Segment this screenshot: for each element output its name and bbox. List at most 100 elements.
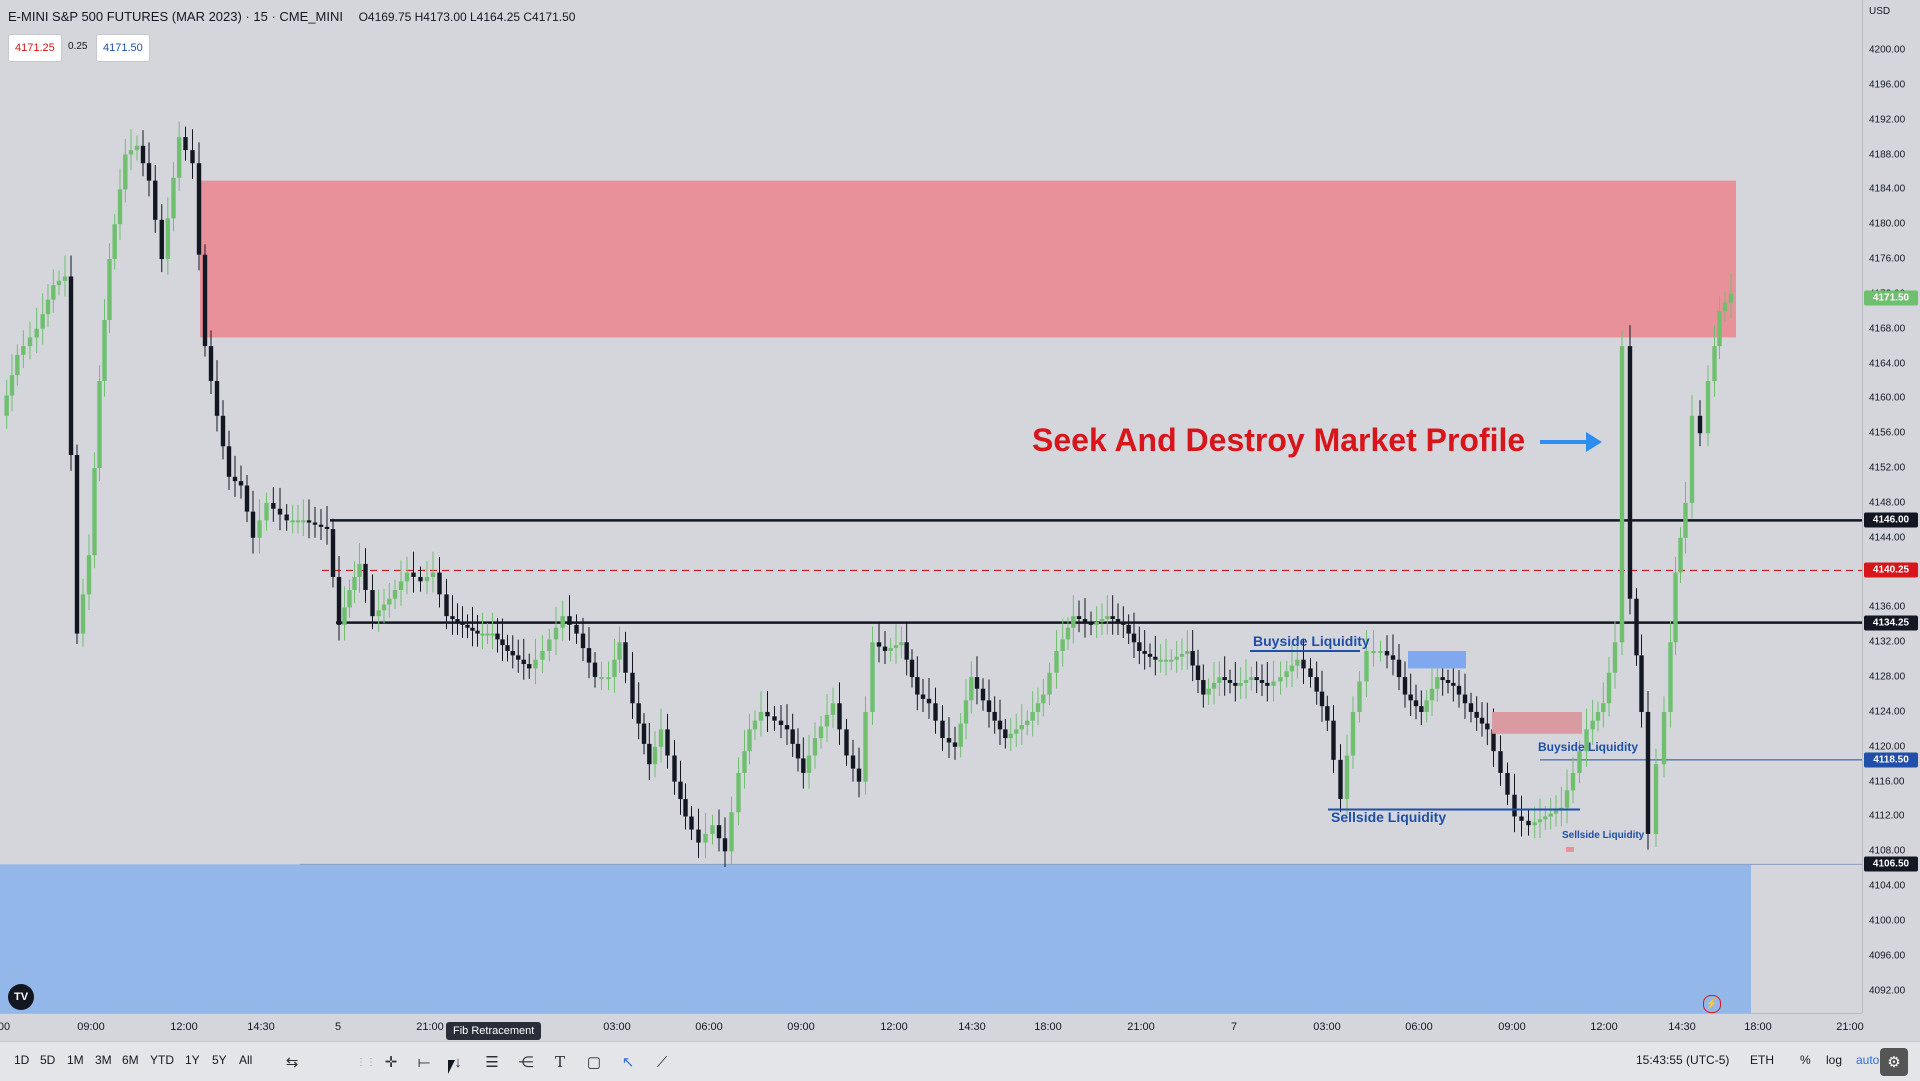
candle-body: [703, 833, 708, 843]
crosshair-icon[interactable]: ✛: [384, 1054, 398, 1071]
cursor-icon[interactable]: ↖: [621, 1054, 635, 1071]
candle-body: [485, 633, 490, 636]
range-button-5d[interactable]: 5D: [40, 1053, 56, 1067]
pitchfork-icon[interactable]: ⋲: [518, 1054, 534, 1071]
candle-body: [324, 526, 330, 530]
chart-canvas[interactable]: [0, 0, 1862, 1013]
candle-body: [56, 280, 62, 286]
candle-body: [238, 481, 244, 486]
candle-body: [963, 700, 969, 724]
time-tick: 14:30: [247, 1021, 275, 1033]
price-axis[interactable]: USD 4200.00 4196.00 4192.00 4188.00 4184.00 4…: [1862, 0, 1920, 1013]
candle-body: [208, 346, 214, 381]
range-button-1m[interactable]: 1M: [67, 1053, 84, 1067]
range-button-6m[interactable]: 6M: [122, 1053, 139, 1067]
candle-body: [710, 825, 715, 834]
candle-body: [580, 633, 586, 649]
candle-body: [1185, 650, 1190, 654]
range-button-1y[interactable]: 1Y: [185, 1053, 200, 1067]
trendline-icon[interactable]: ⟋: [656, 1053, 668, 1071]
candle-body: [899, 642, 904, 646]
candle-body: [381, 604, 387, 611]
candle-body: [980, 688, 986, 701]
candle-body: [795, 743, 801, 759]
range-button-5y[interactable]: 5Y: [212, 1053, 227, 1067]
candle-body: [1099, 619, 1105, 622]
lightning-icon[interactable]: ⚡: [1703, 995, 1721, 1013]
bid-price-button[interactable]: 4171.25: [8, 34, 62, 62]
fib-retracement-icon[interactable]: ☰: [485, 1054, 499, 1071]
range-button-3m[interactable]: 3M: [95, 1053, 112, 1067]
candle-body: [630, 672, 635, 704]
candle-body: [404, 572, 410, 582]
currency-label[interactable]: USD: [1869, 6, 1891, 17]
price-tick: 4184.00: [1869, 183, 1906, 195]
range-button-all[interactable]: All: [239, 1053, 253, 1067]
supply-zone[interactable]: [200, 180, 1736, 338]
small-supply-zone[interactable]: [1492, 711, 1582, 734]
arrow-icon[interactable]: ↓: [454, 1053, 462, 1071]
candle-body: [606, 677, 611, 680]
time-axis[interactable]: 00 09:00 12:00 14:30 5 21:00 03:00 06:00 09:00 12…: [0, 1013, 1864, 1042]
price-label[interactable]: 4146.00: [1864, 512, 1918, 528]
candle-body: [153, 180, 158, 220]
candle-body: [1689, 415, 1695, 503]
candle-body: [1222, 677, 1227, 681]
candle-body: [51, 285, 56, 300]
price-label[interactable]: 4118.50: [1864, 752, 1918, 768]
small-demand-zone[interactable]: [1408, 650, 1466, 669]
settings-icon[interactable]: ⚙: [1880, 1048, 1908, 1076]
price-label[interactable]: 4106.50: [1864, 856, 1918, 872]
candle-body: [888, 648, 893, 651]
candle-body: [1678, 537, 1683, 573]
candle-body: [1668, 642, 1673, 712]
candle-body: [1105, 616, 1110, 620]
candle-body: [992, 711, 997, 721]
compare-icon[interactable]: ⇆: [285, 1054, 299, 1071]
candle-body: [1645, 711, 1651, 834]
candle-body: [176, 137, 182, 178]
session-toggle[interactable]: ETH: [1750, 1053, 1774, 1067]
demand-zone[interactable]: [0, 864, 1751, 1013]
candle-body: [1451, 682, 1456, 686]
candle-body: [1532, 822, 1537, 826]
candle-body: [107, 259, 112, 321]
range-button-ytd[interactable]: YTD: [150, 1053, 174, 1067]
candle-body: [974, 677, 980, 689]
chart-area[interactable]: E-MINI S&P 500 FUTURES (MAR 2023) · 15 ·…: [0, 0, 1862, 1013]
price-label[interactable]: 4171.50: [1864, 290, 1918, 306]
candle-body: [933, 703, 938, 721]
text-icon[interactable]: T: [554, 1053, 565, 1071]
percent-toggle[interactable]: %: [1800, 1053, 1811, 1067]
price-tick: 4104.00: [1869, 880, 1906, 892]
time-tick: 21:00: [1127, 1021, 1155, 1033]
candle-body: [1512, 794, 1517, 817]
drag-handle-icon[interactable]: ⋮⋮: [356, 1056, 376, 1068]
mouse-cursor-icon: [448, 1060, 460, 1074]
price-label[interactable]: 4134.25: [1864, 615, 1918, 631]
rectangle-icon[interactable]: ▢: [586, 1054, 602, 1071]
price-tick: 4164.00: [1869, 358, 1906, 370]
candle-body: [946, 738, 952, 743]
time-tick: 09:00: [1498, 1021, 1526, 1033]
tradingview-logo-icon[interactable]: TV: [8, 984, 34, 1010]
candle-body: [1284, 671, 1289, 678]
time-tick: 14:30: [1668, 1021, 1696, 1033]
horizontal-line-icon[interactable]: ⟝: [417, 1053, 431, 1071]
candle-body: [1519, 816, 1524, 821]
auto-toggle[interactable]: auto: [1856, 1053, 1880, 1067]
price-tick: 4168.00: [1869, 323, 1906, 335]
log-toggle[interactable]: log: [1826, 1053, 1843, 1067]
candle-body: [683, 799, 688, 817]
price-tick: 4176.00: [1869, 253, 1906, 265]
candle-body: [318, 524, 324, 527]
candle-body: [1254, 677, 1259, 681]
ask-price-button[interactable]: 4171.50: [96, 34, 150, 62]
clock-display[interactable]: 15:43:55 (UTC-5): [1636, 1053, 1730, 1067]
range-button-1d[interactable]: 1D: [14, 1053, 30, 1067]
candle-body: [870, 642, 875, 712]
candle-body: [1008, 733, 1013, 739]
candle-body: [1491, 729, 1496, 752]
candle-body: [553, 627, 559, 640]
price-label[interactable]: 4140.25: [1864, 562, 1918, 578]
